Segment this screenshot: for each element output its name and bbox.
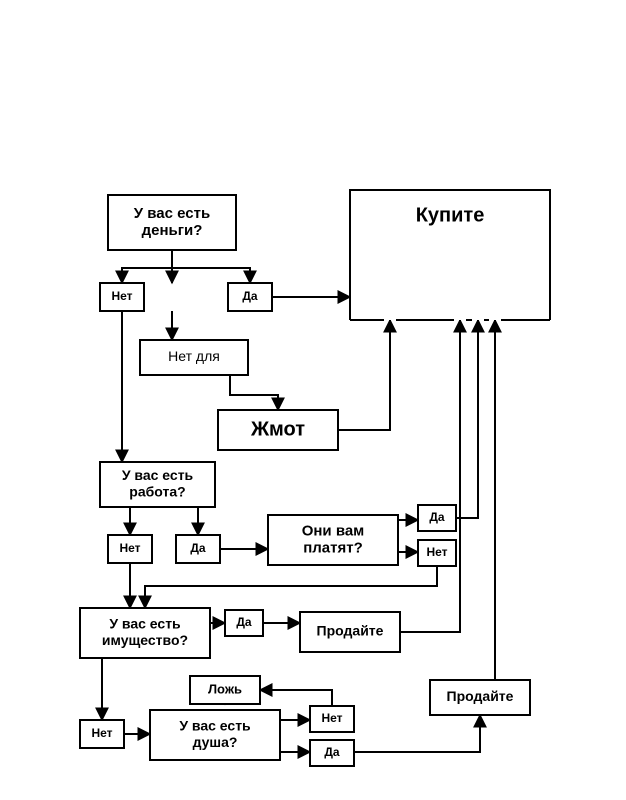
node-miser-label: Жмот [250, 418, 305, 440]
node-soul-label: душа? [193, 734, 238, 750]
node-lie: Ложь [190, 676, 260, 704]
node-money_no-label: Нет [111, 289, 132, 303]
edge-miser [338, 320, 390, 430]
flowchart-canvas: У вас естьденьги?КупитеНетДаНет дляЖмотУ… [0, 0, 626, 800]
node-pay_yes: Да [418, 505, 456, 531]
node-money_yes: Да [228, 283, 272, 311]
node-soul_yes: Да [310, 740, 354, 766]
edge-money [172, 250, 250, 283]
node-job-label: У вас есть [122, 467, 194, 483]
node-pay_yes-label: Да [429, 510, 445, 524]
node-property-label: имущество? [102, 632, 188, 648]
node-pay_no: Нет [418, 540, 456, 566]
edge-pay_no [145, 566, 437, 608]
edge-soul_yes [354, 715, 480, 752]
node-job_no: Нет [108, 535, 152, 563]
node-prop_yes: Да [225, 610, 263, 636]
node-buy-label: Купите [416, 204, 485, 226]
edge-money [122, 250, 172, 283]
node-property-label: У вас есть [109, 616, 181, 632]
node-money_no: Нет [100, 283, 144, 311]
node-prop_no-label: Нет [91, 726, 112, 740]
node-money_yes-label: Да [242, 289, 258, 303]
node-miser: Жмот [218, 410, 338, 450]
node-sell1: Продайте [300, 612, 400, 652]
node-soul_no-label: Нет [321, 711, 342, 725]
nodes-layer: У вас естьденьги?КупитеНетДаНет дляЖмотУ… [80, 190, 550, 766]
node-soul-label: У вас есть [179, 718, 251, 734]
node-money-label: деньги? [142, 222, 203, 239]
node-soul: У вас естьдуша? [150, 710, 280, 760]
edge-not_for [230, 375, 278, 410]
node-job_no-label: Нет [119, 541, 140, 555]
node-lie-label: Ложь [208, 681, 242, 696]
node-prop_yes-label: Да [236, 615, 252, 629]
node-sell1-label: Продайте [317, 623, 384, 639]
node-money: У вас естьденьги? [108, 195, 236, 250]
node-job-label: работа? [129, 483, 185, 499]
node-soul_yes-label: Да [324, 745, 340, 759]
node-pay: Они вамплатят? [268, 515, 398, 565]
node-sell2: Продайте [430, 680, 530, 715]
node-pay-label: платят? [303, 540, 363, 557]
node-not_for: Нет для [140, 340, 248, 375]
edge-soul_no [260, 690, 332, 706]
node-money-label: У вас есть [134, 205, 210, 222]
node-sell2-label: Продайте [447, 688, 514, 704]
node-job_yes-label: Да [190, 541, 206, 555]
node-property: У вас естьимущество? [80, 608, 210, 658]
node-job_yes: Да [176, 535, 220, 563]
node-buy: Купите [350, 190, 550, 320]
node-job: У вас естьработа? [100, 462, 215, 507]
node-pay_no-label: Нет [426, 545, 447, 559]
node-not_for-label: Нет для [168, 348, 220, 364]
node-prop_no: Нет [80, 720, 124, 748]
node-soul_no: Нет [310, 706, 354, 732]
node-pay-label: Они вам [302, 522, 365, 539]
